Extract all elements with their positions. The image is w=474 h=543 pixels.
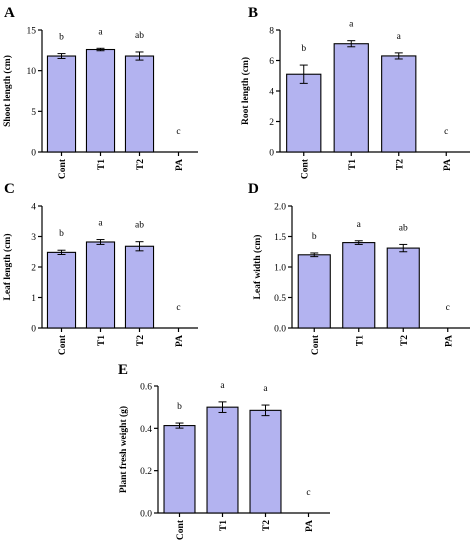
bar	[46, 55, 77, 153]
significance-label: c	[176, 303, 180, 313]
significance-label: ab	[135, 31, 144, 41]
y-tick-label: 0	[31, 149, 36, 159]
y-tick-label: 8	[269, 27, 274, 37]
significance-label: a	[397, 32, 402, 42]
bar	[46, 251, 77, 329]
significance-label: a	[220, 381, 225, 391]
y-tick-label: 3	[31, 233, 36, 243]
significance-label: a	[357, 220, 362, 230]
y-tick-label: 0	[269, 149, 274, 159]
bar	[386, 247, 420, 329]
panel-letter: B	[248, 5, 258, 21]
significance-label: a	[98, 27, 103, 37]
y-tick-label: 10	[27, 67, 37, 77]
significance-label: c	[176, 127, 180, 137]
y-tick-label: 4	[31, 203, 36, 213]
panel-letter: E	[118, 362, 128, 378]
category-label: Cont	[58, 158, 68, 179]
significance-label: c	[446, 303, 450, 313]
bar	[85, 241, 116, 329]
y-axis-title: Plant fresh weight (g)	[118, 406, 129, 493]
bar	[297, 254, 331, 329]
panel-letter: A	[4, 5, 15, 21]
panel-b: B 0 2 4 6 8 Root length (cm) b Cont a T1 a T2 c PA	[240, 5, 470, 179]
significance-label: c	[444, 127, 448, 137]
category-label: PA	[444, 335, 454, 347]
y-tick-label: 6	[269, 57, 274, 67]
category-label: T2	[136, 159, 146, 170]
panel-c: C 0 1 2 3 4 Leaf length (cm) b Cont a T1 ab T2 c PA	[2, 181, 198, 355]
significance-label: ab	[135, 221, 144, 231]
significance-label: a	[349, 20, 354, 30]
category-label: Cont	[300, 158, 310, 179]
bar	[206, 406, 239, 514]
y-axis-title: Shoot length (cm)	[2, 55, 13, 127]
category-label: Cont	[176, 519, 186, 540]
category-label: T2	[136, 335, 146, 346]
y-tick-label: 1.0	[274, 264, 286, 274]
y-tick-label: 0.0	[274, 325, 286, 335]
y-tick-label: 2	[269, 118, 274, 128]
significance-label: c	[306, 488, 310, 498]
category-label: T2	[262, 520, 272, 531]
significance-label: ab	[399, 223, 408, 233]
y-tick-label: 1	[31, 294, 36, 304]
y-axis-title: Leaf width (cm)	[252, 235, 263, 300]
y-tick-label: 0.5	[274, 294, 286, 304]
category-label: T1	[219, 520, 229, 531]
category-label: T2	[400, 335, 410, 346]
bar	[124, 55, 155, 153]
panel-letter: D	[248, 181, 259, 197]
y-axis-title: Root length (cm)	[240, 57, 251, 125]
significance-label: b	[177, 402, 182, 412]
significance-label: a	[98, 219, 103, 229]
category-label: T1	[348, 159, 358, 170]
category-label: Cont	[311, 334, 321, 355]
category-label: PA	[305, 520, 315, 532]
panel-letter: C	[4, 181, 15, 197]
y-tick-label: 0.6	[140, 383, 152, 393]
bar	[381, 55, 417, 153]
panel-e: E 0.0 0.2 0.4 0.6 Plant fresh weight (g) b Cont…	[118, 362, 330, 540]
y-tick-label: 4	[269, 88, 274, 98]
category-label: PA	[175, 335, 185, 347]
bar	[333, 43, 369, 153]
y-tick-label: 0.4	[140, 425, 152, 435]
significance-label: b	[59, 33, 64, 43]
bar	[249, 409, 282, 514]
y-tick-label: 1.5	[274, 233, 286, 243]
y-tick-label: 0.2	[140, 467, 152, 477]
bar	[85, 48, 116, 153]
y-tick-label: 2	[31, 264, 36, 274]
y-tick-label: 5	[31, 108, 36, 118]
significance-label: a	[263, 384, 268, 394]
significance-label: b	[312, 232, 317, 242]
bar	[124, 245, 155, 329]
category-label: Cont	[58, 334, 68, 355]
panel-a: A 0 5 10 15 Shoot length (cm) b Cont a T1 ab T2 c PA	[2, 5, 198, 179]
significance-label: b	[301, 44, 306, 54]
significance-label: b	[59, 229, 64, 239]
category-label: T1	[355, 335, 365, 346]
bar	[163, 425, 196, 514]
category-label: PA	[175, 159, 185, 171]
y-tick-label: 15	[27, 27, 37, 37]
category-label: T2	[395, 159, 405, 170]
panel-d: D 0.0 0.5 1.0 1.5 2.0 Leaf width (cm) b Cont a T1 a…	[248, 181, 470, 355]
category-label: T1	[97, 335, 107, 346]
category-label: PA	[443, 159, 453, 171]
bar	[342, 242, 376, 329]
bar	[286, 73, 322, 153]
y-tick-label: 2.0	[274, 203, 286, 213]
y-axis-title: Leaf length (cm)	[2, 233, 13, 300]
y-tick-label: 0.0	[140, 510, 152, 520]
y-tick-label: 0	[31, 325, 36, 335]
category-label: T1	[97, 159, 107, 170]
